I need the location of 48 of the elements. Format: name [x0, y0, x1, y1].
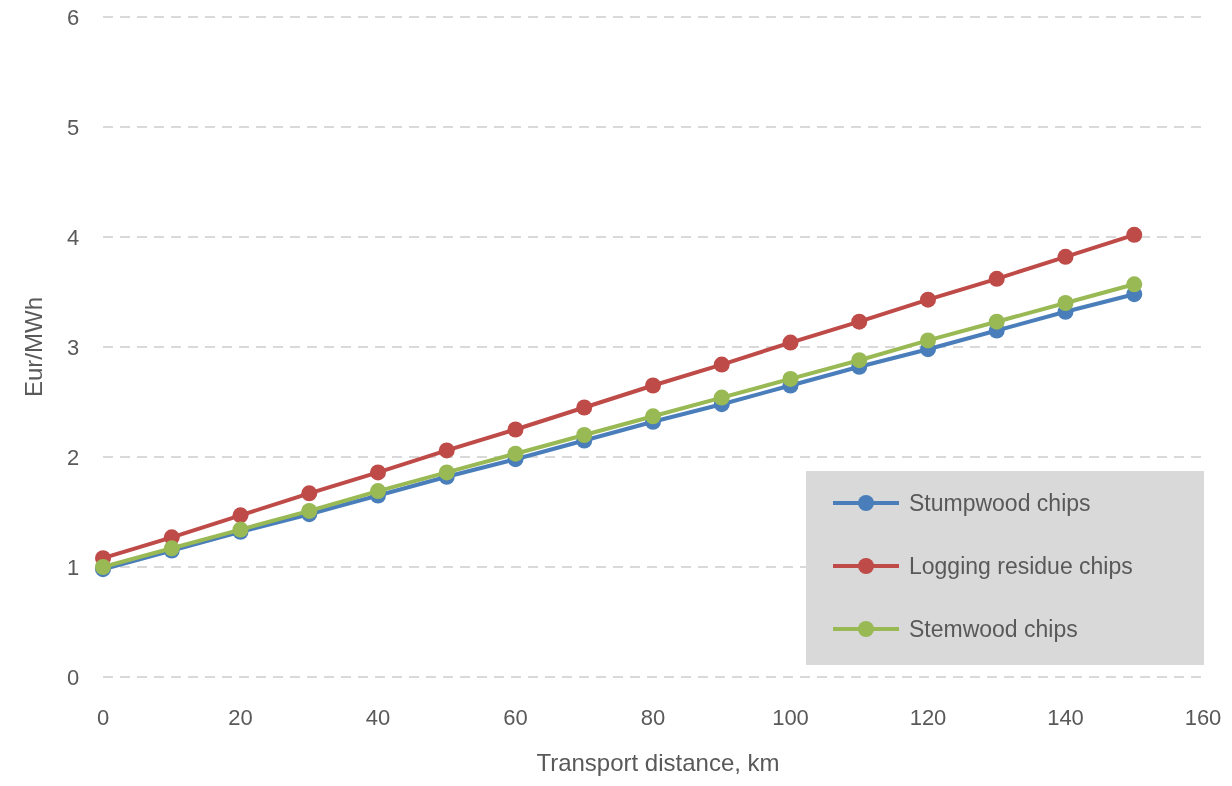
- point: [232, 507, 249, 524]
- x-tick-label: 0: [96, 705, 110, 730]
- point: [370, 483, 386, 500]
- point: [576, 399, 593, 416]
- point: [1057, 295, 1074, 311]
- point: [507, 421, 524, 438]
- y-tick-label: 6: [66, 4, 80, 30]
- point: [1126, 276, 1143, 293]
- point: [988, 270, 1005, 287]
- legend-label: Stumpwood chips: [909, 490, 1091, 517]
- point: [1057, 248, 1074, 265]
- point: [438, 464, 455, 481]
- legend-label: Stemwood chips: [909, 616, 1078, 643]
- point: [576, 427, 593, 443]
- point: [301, 485, 318, 502]
- x-tick-label: 80: [640, 705, 666, 730]
- y-tick-label: 3: [66, 334, 80, 360]
- point: [507, 445, 524, 462]
- x-tick-label: 100: [772, 705, 809, 730]
- point: [438, 442, 455, 459]
- point: [988, 313, 1005, 330]
- point: [713, 389, 730, 406]
- x-tick-label: 160: [1184, 705, 1222, 730]
- y-tick-label: 0: [66, 664, 80, 690]
- y-tick-label: 1: [66, 554, 80, 580]
- point: [782, 334, 799, 351]
- point: [1126, 226, 1143, 243]
- point: [645, 408, 661, 425]
- point: [713, 356, 730, 373]
- point: [301, 502, 318, 519]
- y-tick-label: 2: [66, 444, 80, 470]
- x-tick-label: 140: [1047, 705, 1084, 730]
- y-tick-label: 4: [66, 224, 80, 250]
- x-tick-label: 120: [909, 705, 947, 730]
- x-tick-label: 60: [503, 705, 528, 730]
- point: [782, 370, 799, 387]
- x-tick-label: 40: [365, 705, 391, 730]
- point: [851, 313, 868, 330]
- legend-label: Logging residue chips: [909, 553, 1133, 580]
- point: [370, 464, 386, 481]
- x-axis-title: Transport distance, km: [536, 749, 780, 776]
- y-axis-title: Eur/MWh: [20, 296, 47, 398]
- point: [645, 377, 661, 394]
- y-tick-label: 5: [66, 114, 80, 140]
- point: [920, 291, 936, 308]
- x-tick-label: 20: [228, 705, 253, 730]
- point: [920, 332, 936, 349]
- point: [851, 352, 868, 369]
